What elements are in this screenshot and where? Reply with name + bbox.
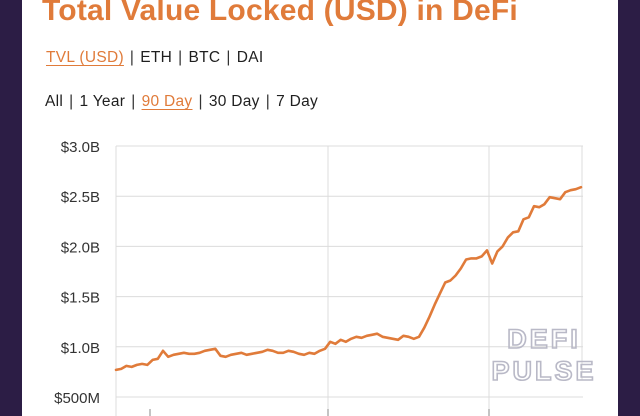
watermark-line2: PULSE — [491, 356, 596, 386]
separator: | — [129, 49, 135, 66]
y-tick-label: $2.0B — [61, 239, 100, 256]
y-tick-label: $1.5B — [61, 290, 100, 307]
y-tick-label: $2.5B — [61, 189, 100, 206]
y-tick-label: $3.0B — [61, 139, 100, 156]
separator: | — [198, 93, 203, 110]
range-tabs: All | 1 Year | 90 Day | 30 Day | 7 Day — [45, 93, 318, 111]
separator: | — [131, 93, 136, 110]
y-tick-label: $500M — [54, 390, 100, 407]
y-tick-label: $1.0B — [61, 340, 100, 357]
tab-all[interactable]: All — [45, 93, 64, 110]
metric-tabs: TVL (USD) | ETH | BTC | DAI — [46, 49, 263, 67]
tvl-series-line — [114, 185, 583, 372]
tab-dai[interactable]: DAI — [236, 49, 264, 66]
defi-pulse-watermark: DEFI PULSE — [491, 323, 596, 387]
page-title: Total Value Locked (USD) in DeFi — [42, 0, 518, 27]
tab-eth[interactable]: ETH — [140, 49, 173, 66]
separator: | — [226, 49, 231, 66]
tab-tvl-usd[interactable]: TVL (USD) — [46, 49, 124, 66]
defi-tvl-panel: Total Value Locked (USD) in DeFi TVL (US… — [22, 0, 618, 416]
separator: | — [265, 93, 271, 110]
tvl-line-chart: $500M $1.0B $1.5B $2.0B $2.5B $3.0B DEFI PULS… — [54, 139, 596, 416]
separator: | — [69, 93, 74, 110]
tab-1-year[interactable]: 1 Year — [79, 93, 126, 110]
tab-90-day[interactable]: 90 Day — [141, 93, 193, 110]
tab-30-day[interactable]: 30 Day — [208, 93, 260, 110]
tab-btc[interactable]: BTC — [188, 49, 221, 66]
watermark-line1: DEFI — [507, 324, 581, 354]
tab-7-day[interactable]: 7 Day — [276, 93, 319, 110]
separator: | — [178, 49, 183, 66]
